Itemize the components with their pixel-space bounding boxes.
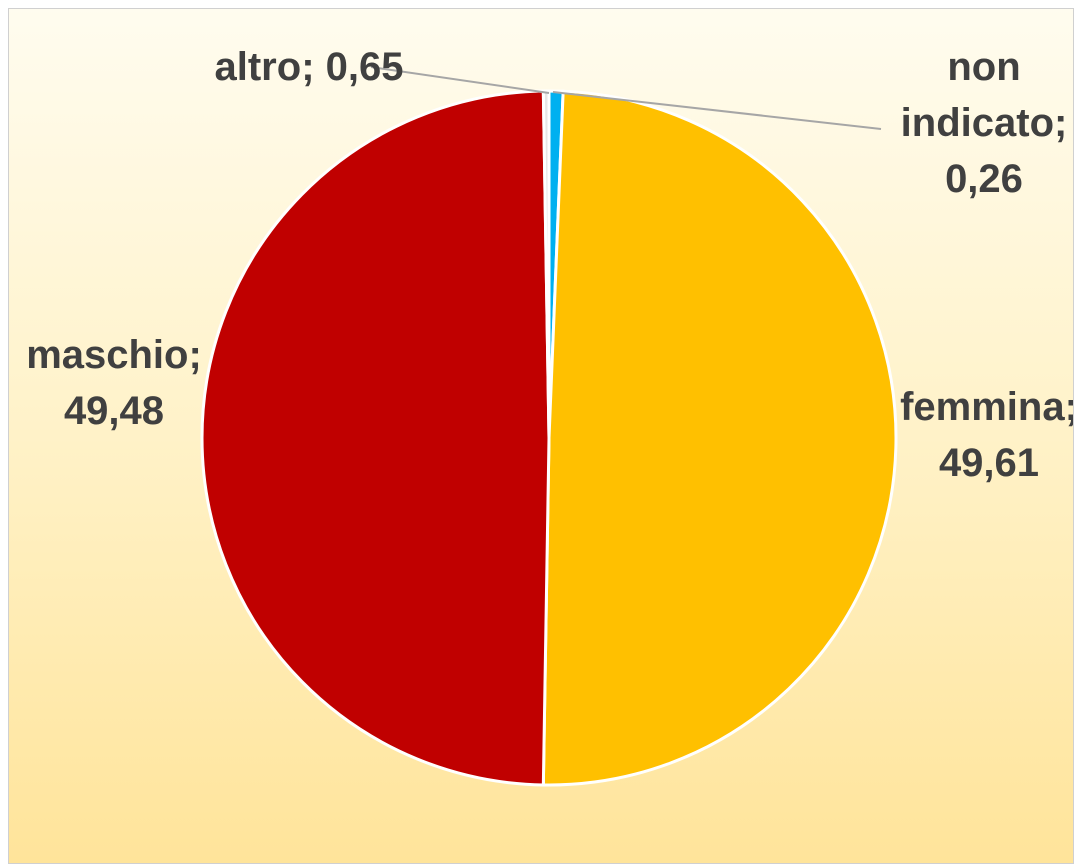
data-label: altro; 0,65	[209, 39, 409, 95]
label-category: maschio	[26, 333, 189, 377]
pie-slice	[541, 89, 551, 439]
pie-slice	[541, 89, 898, 787]
label-separator: ;	[1065, 385, 1073, 429]
label-value: 0,26	[945, 157, 1023, 201]
label-separator: ;	[188, 333, 202, 377]
pie-slice	[200, 89, 551, 787]
data-label: maschio; 49,48	[9, 327, 219, 439]
label-category: altro	[214, 45, 302, 89]
label-separator: ;	[1054, 101, 1068, 145]
label-category: femmina	[900, 385, 1065, 429]
leader-line	[370, 66, 550, 94]
label-separator: ;	[301, 45, 315, 89]
label-value: 49,48	[63, 389, 165, 433]
chart: altro; 0,65 femmina; 49,61 maschio; 49,48 n…	[8, 8, 1074, 864]
label-value: 0,65	[325, 45, 404, 89]
label-value: 49,61	[938, 441, 1040, 485]
leader-line	[552, 91, 882, 130]
data-label: femmina; 49,61	[869, 379, 1073, 491]
pie-plot	[200, 66, 898, 787]
data-label: non indicato; 0,26	[869, 39, 1073, 207]
label-category: non indicato	[900, 45, 1054, 145]
